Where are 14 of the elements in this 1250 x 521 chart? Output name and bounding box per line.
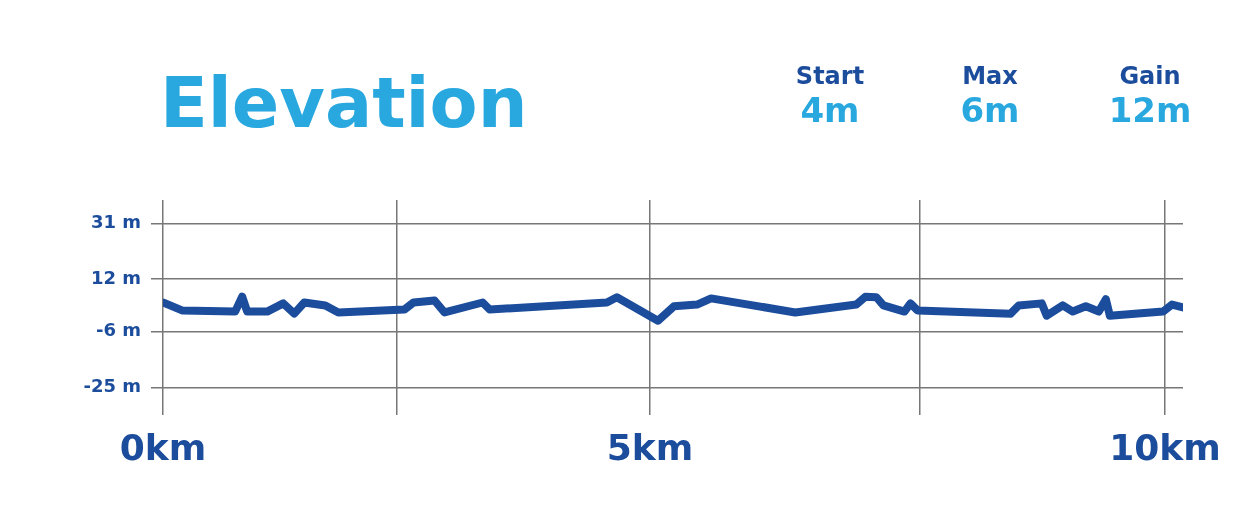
x-tick-label: 0km [119, 426, 207, 468]
y-tick-label: 12 m [90, 266, 141, 288]
text: Start [794, 62, 866, 90]
text: Gain [1118, 62, 1182, 90]
y-tick-label: 31 m [90, 211, 141, 233]
chart-title: Elevation [160, 62, 528, 144]
y-tick-label: -25 m [83, 375, 141, 397]
text: Max [961, 62, 1019, 90]
y-tick-label: -6 m [95, 319, 141, 341]
x-tick-label: 10km [1109, 426, 1221, 468]
text: 6m [959, 90, 1021, 130]
x-tick-label: 5km [606, 426, 694, 468]
text: 12m [1107, 90, 1193, 130]
text: 4m [799, 90, 861, 130]
